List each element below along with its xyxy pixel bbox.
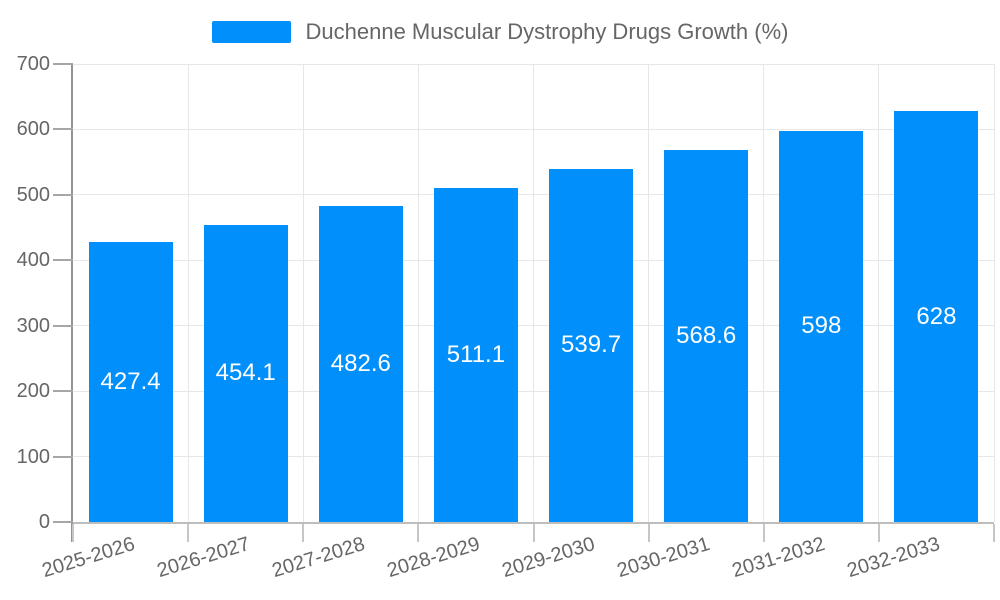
y-axis-tick-label: 700	[16, 53, 50, 75]
gridline-vertical	[763, 64, 765, 522]
x-axis-tick	[877, 524, 880, 542]
y-axis-tick	[53, 390, 73, 393]
x-axis-tick	[72, 524, 74, 542]
gridline-vertical	[648, 64, 650, 522]
gridline-vertical	[417, 64, 419, 522]
y-axis-tick	[53, 521, 73, 523]
gridline-vertical	[187, 64, 189, 522]
bar-2027-2028[interactable]	[318, 206, 403, 522]
bar-value-label: 482.6	[330, 350, 391, 378]
y-axis-tick-label: 500	[16, 183, 50, 206]
bar-value-label: 598	[801, 312, 842, 340]
x-axis-tick-label-text: 2032-2033	[844, 533, 943, 583]
gridline-vertical	[533, 64, 534, 522]
x-axis-tick	[993, 524, 995, 542]
y-axis-tick	[53, 193, 73, 196]
bar-value-label: 427.4	[100, 368, 161, 396]
y-axis-tick-label: 600	[16, 118, 50, 141]
y-axis-tick	[53, 455, 73, 458]
bar-2032-2033[interactable]	[894, 111, 979, 522]
bar-2029-2030[interactable]	[549, 168, 634, 522]
chart-legend: Duchenne Muscular Dystrophy Drugs Growth…	[0, 17, 1000, 47]
plot-area: 0 100 200 300 400 500 600 700 427.4 2025-2026 454.…	[17, 53, 995, 582]
bar-value-label: 568.6	[676, 321, 737, 349]
y-axis-tick-label: 0	[38, 511, 50, 533]
bar-value-label: 628	[916, 302, 957, 330]
x-axis-tick	[647, 524, 650, 542]
bar-2028-2029[interactable]	[433, 187, 518, 522]
y-axis-tick-label: 200	[16, 380, 50, 403]
legend-label[interactable]: Duchenne Muscular Dystrophy Drugs Growth…	[305, 19, 789, 44]
x-axis-tick	[187, 524, 190, 542]
bar-2030-2031[interactable]	[664, 149, 749, 522]
y-axis-tick-label: 400	[16, 249, 50, 272]
x-axis-tick	[762, 524, 765, 542]
bar-value-label: 511.1	[446, 340, 506, 368]
bar-2026-2027[interactable]	[203, 224, 288, 522]
y-axis-line	[71, 64, 73, 542]
x-axis-tick	[532, 524, 535, 542]
gridline-vertical	[302, 64, 304, 522]
legend-marker-swatch[interactable]	[211, 21, 291, 43]
gridline-vertical	[878, 64, 880, 522]
x-axis-tick	[302, 524, 305, 542]
y-axis-tick	[53, 63, 73, 65]
bar-value-label: 454.1	[215, 359, 276, 387]
x-axis-tick	[417, 524, 420, 542]
y-axis-tick	[53, 324, 73, 327]
y-axis-tick-label: 300	[16, 314, 50, 337]
gridline-vertical	[993, 64, 995, 522]
bar-2025-2026[interactable]	[88, 242, 173, 522]
y-axis-tick-label: 100	[16, 445, 50, 468]
y-axis-tick	[53, 128, 73, 131]
y-axis-tick	[53, 259, 73, 262]
bar-2031-2032[interactable]	[779, 130, 864, 522]
bar-value-label: 539.7	[561, 331, 622, 359]
